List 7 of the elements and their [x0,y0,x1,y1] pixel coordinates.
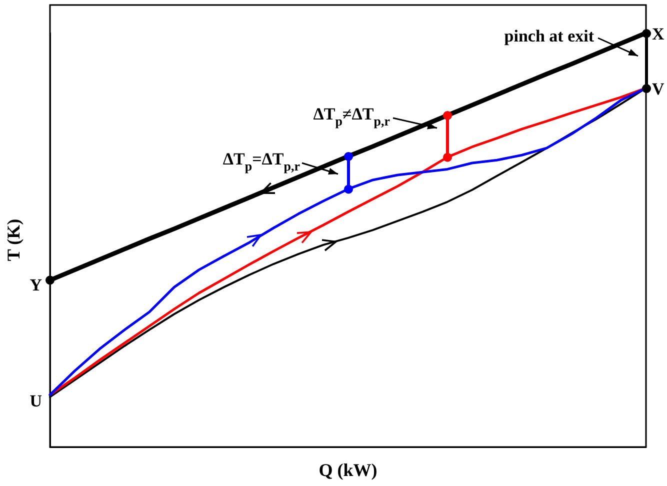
text: X [652,24,665,44]
text: U [30,391,42,410]
text: V [652,79,665,98]
y-axis-title: T (K) [3,218,24,262]
annotation: pinch at exit [504,26,594,46]
x-axis-title: Q (kW) [318,460,378,480]
text: Y [30,275,42,294]
